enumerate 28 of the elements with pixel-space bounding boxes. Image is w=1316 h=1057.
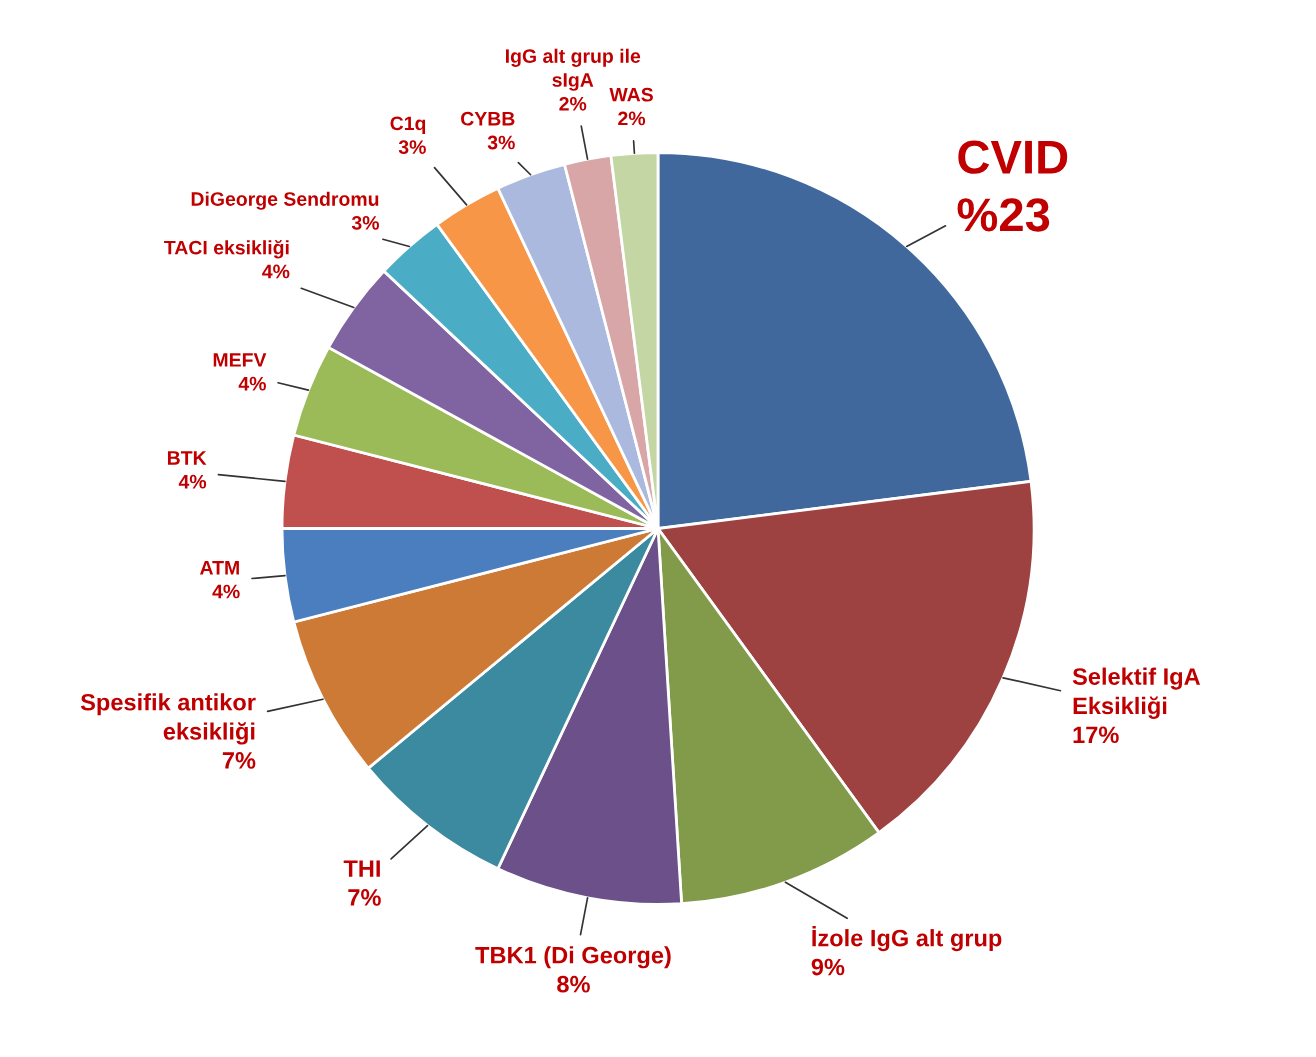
data-label: 17% bbox=[1073, 726, 1119, 744]
data-label: 3% bbox=[487, 135, 515, 150]
data-label: 9% bbox=[811, 958, 845, 976]
data-label: 2% bbox=[559, 96, 587, 111]
slice-label: C1q bbox=[390, 116, 426, 135]
data-label: 7% bbox=[348, 889, 381, 906]
slice-label: CVID bbox=[958, 140, 1068, 174]
data-label: 3% bbox=[351, 215, 379, 230]
data-label: 4% bbox=[262, 264, 290, 279]
slice-label: TACI eksikliği bbox=[164, 239, 289, 259]
slice-label: TBK1 (Di George) bbox=[475, 946, 671, 969]
slice-label: DiGeorge Sendromu bbox=[191, 191, 379, 210]
slice-label: BTK bbox=[167, 451, 207, 465]
slice-label: Spesifik antikor eksikliği bbox=[80, 693, 256, 745]
data-label: 4% bbox=[212, 584, 240, 599]
slice-label: CYBB bbox=[461, 111, 515, 126]
data-label: 3% bbox=[398, 140, 426, 155]
slice-label: ATM bbox=[200, 561, 239, 575]
slice-label: MEFV bbox=[213, 353, 267, 367]
data-label: 4% bbox=[238, 376, 266, 391]
slice-label: Selektif IgA Eksikliği bbox=[1072, 667, 1201, 719]
data-label: 8% bbox=[557, 975, 590, 993]
data-label: 7% bbox=[222, 752, 256, 769]
data-label: 4% bbox=[178, 474, 207, 489]
slice-label: THI bbox=[343, 860, 380, 877]
data-label: 2% bbox=[618, 111, 646, 126]
data-label: %23 bbox=[957, 198, 1050, 232]
slice-label: İzole IgG alt grup bbox=[812, 926, 1002, 952]
